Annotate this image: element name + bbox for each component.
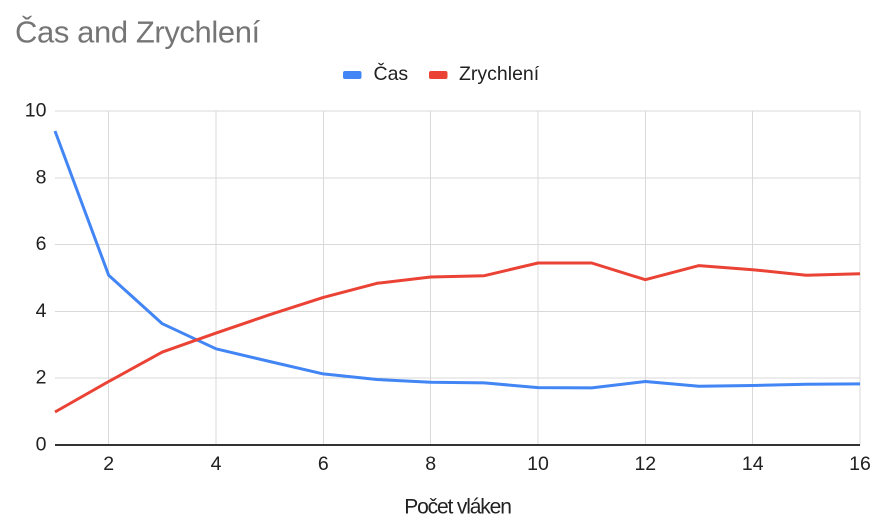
svg-text:Počet vláken: Počet vláken [404,496,511,519]
svg-text:14: 14 [742,453,764,475]
svg-text:16: 16 [849,453,871,475]
svg-text:8: 8 [36,166,47,188]
svg-text:2: 2 [36,367,47,389]
svg-text:10: 10 [25,100,47,122]
svg-text:12: 12 [634,453,656,475]
svg-text:6: 6 [36,233,47,255]
svg-text:8: 8 [425,453,436,475]
svg-text:6: 6 [318,453,329,475]
svg-text:2: 2 [103,453,114,475]
svg-text:10: 10 [527,453,549,475]
svg-text:4: 4 [211,453,222,475]
svg-text:Čas: Čas [374,62,409,85]
svg-text:Čas and Zrychlení: Čas and Zrychlení [15,15,261,50]
svg-text:Zrychlení: Zrychlení [459,63,540,85]
svg-text:0: 0 [36,434,47,456]
svg-text:4: 4 [36,300,47,322]
